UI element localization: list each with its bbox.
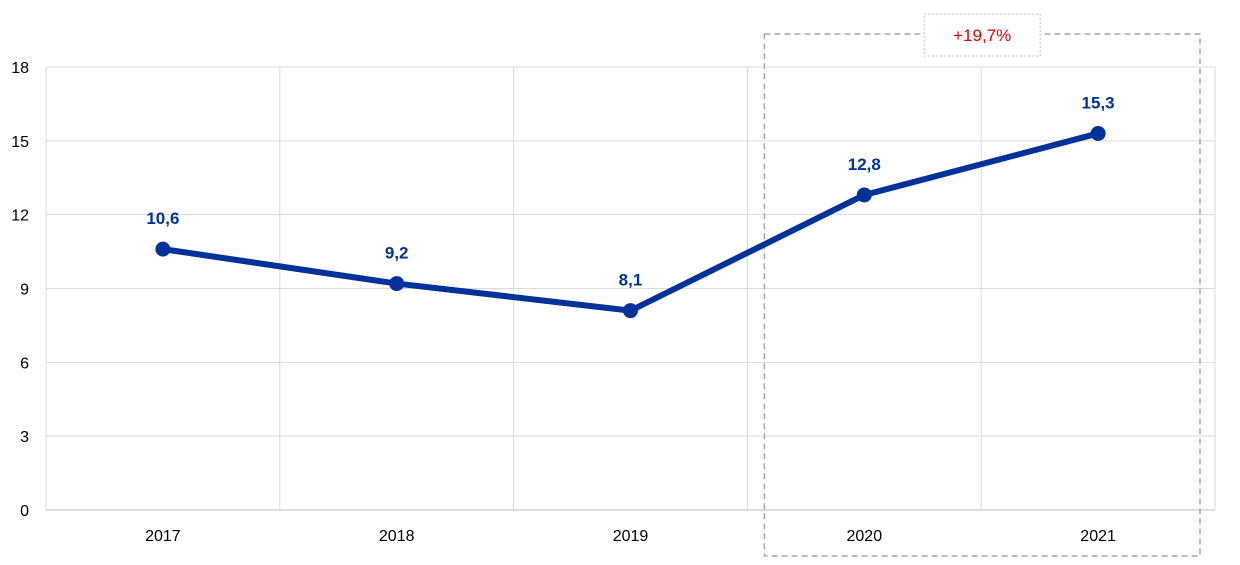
data-point: [1090, 125, 1106, 141]
data-labels: 10,6 9,2 8,1 12,8 15,3: [146, 93, 1114, 289]
data-label: 15,3: [1082, 93, 1115, 112]
data-label: 8,1: [619, 271, 643, 290]
highlight-box: [763, 33, 1201, 557]
data-label: 10,6: [146, 209, 179, 228]
y-tick-label: 12: [11, 208, 29, 225]
data-label: 12,8: [848, 155, 881, 174]
y-tick-label: 6: [20, 355, 29, 372]
x-tick-label: 2018: [379, 528, 415, 545]
annotation-label: +19,7%: [953, 26, 1011, 45]
annotation-box: [923, 13, 1041, 57]
y-tick-label: 9: [20, 282, 29, 299]
data-label: 9,2: [385, 244, 409, 263]
highlight-region: +19,7%: [763, 13, 1201, 557]
chart-grid: [45, 66, 1216, 511]
x-tick-label: 2019: [613, 528, 649, 545]
y-axis: 0 3 6 9 12 15 18: [11, 60, 29, 520]
x-tick-label: 2021: [1080, 528, 1116, 545]
series-line-group: [155, 125, 1106, 319]
y-tick-label: 0: [20, 503, 29, 520]
y-tick-label: 3: [20, 429, 29, 446]
x-axis: 2017 2018 2019 2020 2021: [145, 528, 1116, 545]
y-tick-label: 15: [11, 134, 29, 151]
data-point: [389, 276, 405, 292]
data-point: [856, 187, 872, 203]
data-point: [155, 241, 171, 257]
x-tick-label: 2020: [847, 528, 883, 545]
data-point: [623, 303, 638, 319]
y-tick-label: 18: [11, 60, 29, 77]
x-tick-label: 2017: [145, 528, 181, 545]
